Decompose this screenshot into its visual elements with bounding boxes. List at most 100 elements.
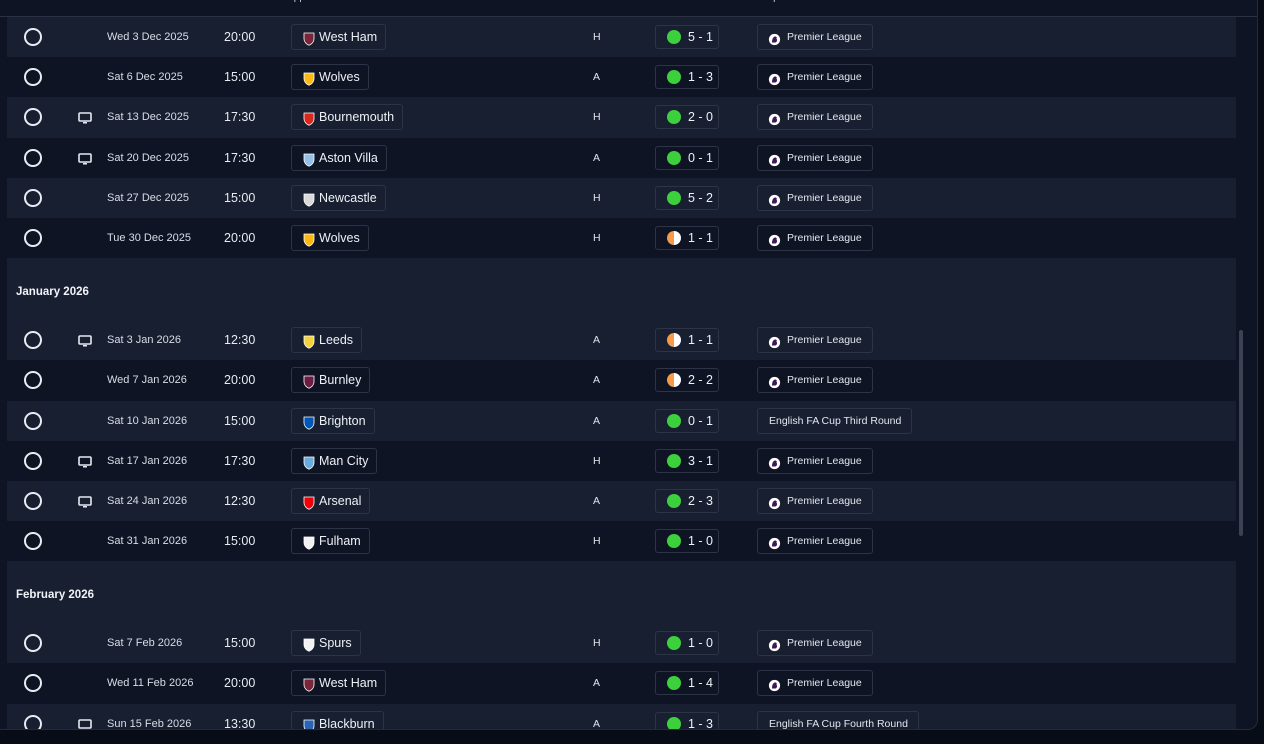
select-radio[interactable]	[24, 371, 42, 390]
competition-chip[interactable]: Premier League	[757, 447, 873, 474]
scrollbar-thumb[interactable]	[1239, 330, 1243, 536]
month-header: January 2026	[7, 269, 1236, 321]
result-chip[interactable]: 1 - 3	[655, 65, 719, 90]
column-header-tv[interactable]: TV	[63, 0, 76, 3]
fixture-row[interactable]: Sat 20 Dec 2025 17:30 Aston Villa A 0 - 1 Pre…	[7, 137, 1236, 178]
fixture-date: Sat 20 Dec 2025	[107, 151, 189, 164]
fixture-date: Sat 6 Dec 2025	[107, 71, 183, 84]
fixture-row[interactable]: Sat 24 Jan 2026 12:30 Arsenal A 2 - 3 Premier…	[7, 480, 1236, 522]
select-radio[interactable]	[24, 532, 42, 551]
select-radio[interactable]	[24, 634, 42, 653]
venue: H	[593, 535, 601, 548]
fixture-date: Sat 17 Jan 2026	[107, 454, 188, 467]
fixture-row[interactable]: Sat 7 Feb 2026 15:00 Spurs H 1 - 0 Premier Le…	[7, 623, 1236, 664]
result-score: 3 - 1	[688, 453, 714, 468]
competition-chip[interactable]: Premier League	[757, 144, 873, 171]
select-radio[interactable]	[24, 451, 42, 470]
select-radio[interactable]	[24, 68, 42, 87]
opponent-chip[interactable]: Spurs	[291, 630, 361, 657]
competition-chip[interactable]: Premier League	[757, 367, 873, 394]
result-chip[interactable]: 0 - 1	[655, 408, 719, 433]
tv-icon	[78, 495, 92, 508]
select-radio[interactable]	[24, 28, 42, 46]
fixture-row[interactable]: Sun 15 Feb 2026 13:30 Blackburn A 1 - 3 Engli…	[7, 703, 1236, 730]
result-chip[interactable]: 1 - 3	[655, 711, 719, 729]
opponent-chip[interactable]: Wolves	[291, 64, 369, 91]
result-chip[interactable]: 2 - 2	[655, 368, 719, 393]
opponent-chip[interactable]: Bournemouth	[291, 104, 404, 131]
fixture-row[interactable]: Wed 7 Jan 2026 20:00 Burnley A 2 - 2 Premier …	[7, 360, 1236, 401]
premier-league-icon	[768, 334, 781, 349]
fixture-row[interactable]: Sat 10 Jan 2026 15:00 Brighton A 0 - 1 Englis…	[7, 400, 1236, 441]
result-chip[interactable]: 1 - 1	[655, 328, 719, 353]
fixture-row[interactable]: Tue 30 Dec 2025 20:00 Wolves H 1 - 1 Premier …	[7, 217, 1236, 259]
opponent-chip[interactable]: Newcastle	[291, 184, 386, 211]
select-radio[interactable]	[24, 491, 42, 510]
aston-villa-badge-icon	[302, 151, 316, 167]
opponent-chip[interactable]: Fulham	[291, 528, 370, 555]
result-chip[interactable]: 3 - 1	[655, 448, 719, 473]
select-radio[interactable]	[24, 331, 42, 350]
fixture-row[interactable]: Sat 17 Jan 2026 17:30 Man City H 3 - 1 Premie…	[7, 440, 1236, 481]
fixture-row[interactable]: Sat 31 Jan 2026 15:00 Fulham H 1 - 0 Premier …	[7, 521, 1236, 562]
competition-chip[interactable]: English FA Cup Fourth Round	[757, 710, 919, 729]
result-chip[interactable]: 5 - 1	[655, 25, 719, 49]
competition-chip[interactable]: Premier League	[757, 24, 873, 50]
competition-chip[interactable]: Premier League	[757, 327, 873, 354]
fixture-row[interactable]: Sat 27 Dec 2025 15:00 Newcastle H 5 - 2 Premi…	[7, 177, 1236, 218]
select-radio[interactable]	[24, 411, 42, 430]
opponent-chip[interactable]: Man City	[291, 447, 378, 474]
opponent-name: Wolves	[319, 70, 360, 85]
competition-chip[interactable]: Premier League	[757, 487, 873, 514]
result-chip[interactable]: 5 - 2	[655, 185, 719, 210]
column-header-opposition[interactable]: Opposition	[286, 0, 334, 3]
column-header-date[interactable]: Date	[107, 0, 128, 3]
fixture-row[interactable]: Wed 3 Dec 2025 20:00 West Ham H 5 - 1 Premier…	[7, 17, 1236, 58]
result-chip[interactable]: 1 - 0	[655, 529, 719, 554]
fixture-row[interactable]: Sat 3 Jan 2026 12:30 Leeds A 1 - 1 Premier Le…	[7, 320, 1236, 361]
opponent-chip[interactable]: Arsenal	[291, 487, 371, 514]
result-chip[interactable]: 1 - 1	[655, 225, 719, 250]
opponent-name: Blackburn	[319, 716, 375, 730]
competition-chip[interactable]: Premier League	[757, 184, 873, 211]
opponent-chip[interactable]: West Ham	[291, 670, 387, 697]
opponent-chip[interactable]: Blackburn	[291, 710, 384, 730]
opponent-chip[interactable]: Aston Villa	[291, 144, 387, 171]
competition-chip[interactable]: English FA Cup Third Round	[757, 407, 913, 434]
competition-chip[interactable]: Premier League	[757, 104, 873, 131]
competition-chip[interactable]: Premier League	[757, 64, 873, 91]
opponent-chip[interactable]: Leeds	[291, 327, 363, 354]
select-radio[interactable]	[24, 188, 42, 207]
fixture-time: 12:30	[224, 333, 256, 348]
select-radio[interactable]	[24, 228, 42, 247]
competition-chip[interactable]: Premier League	[757, 224, 873, 251]
result-chip[interactable]: 0 - 1	[655, 145, 719, 170]
fixture-row[interactable]: Sat 13 Dec 2025 17:30 Bournemouth H 2 - 0 Pre…	[7, 97, 1236, 138]
opponent-chip[interactable]: West Ham	[291, 24, 387, 50]
result-chip[interactable]: 2 - 0	[655, 105, 719, 130]
select-radio[interactable]	[24, 108, 42, 127]
competition-name: Premier League	[787, 111, 862, 124]
opponent-name: Bournemouth	[319, 110, 395, 125]
opponent-chip[interactable]: Wolves	[291, 224, 369, 251]
competition-chip[interactable]: Premier League	[757, 528, 873, 555]
select-radio[interactable]	[24, 714, 42, 729]
competition-chip[interactable]: Premier League	[757, 630, 873, 657]
column-header-result[interactable]: Result	[655, 0, 683, 3]
opponent-chip[interactable]: Brighton	[291, 407, 375, 434]
column-header-time[interactable]: Time	[221, 0, 243, 3]
premier-league-icon	[768, 677, 781, 692]
column-header-venue[interactable]: Venue	[590, 0, 618, 3]
select-radio[interactable]	[24, 148, 42, 167]
competition-chip[interactable]: Premier League	[757, 670, 873, 697]
fixture-row[interactable]: Wed 11 Feb 2026 20:00 West Ham A 1 - 4 Premie…	[7, 663, 1236, 704]
result-chip[interactable]: 2 - 3	[655, 488, 719, 513]
column-header-competition[interactable]: Competition	[752, 0, 805, 3]
result-chip[interactable]: 1 - 4	[655, 671, 719, 696]
column-header-sel[interactable]: Sel	[10, 0, 24, 3]
fixture-time: 15:00	[224, 190, 256, 205]
opponent-chip[interactable]: Burnley	[291, 367, 371, 394]
result-chip[interactable]: 1 - 0	[655, 631, 719, 656]
fixture-row[interactable]: Sat 6 Dec 2025 15:00 Wolves A 1 - 3 Premier L…	[7, 57, 1236, 98]
select-radio[interactable]	[24, 674, 42, 693]
